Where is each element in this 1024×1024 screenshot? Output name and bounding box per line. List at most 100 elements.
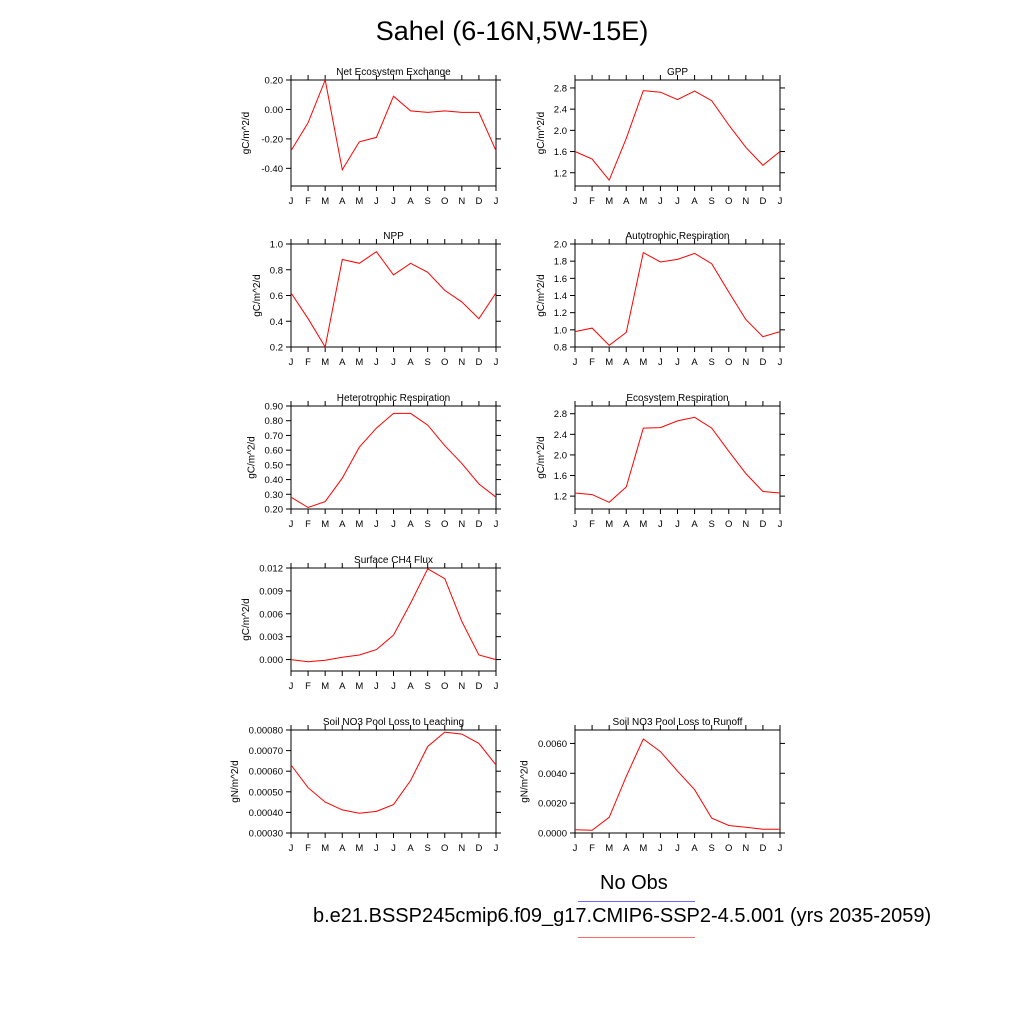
series-line [290, 251, 497, 349]
x-tick-label: A [339, 357, 346, 368]
y-tick-label: 0.00080 [249, 726, 283, 737]
x-tick-label: A [407, 843, 414, 854]
x-tick-label: N [742, 519, 749, 530]
x-tick-label: M [321, 519, 329, 530]
y-tick-label: 1.2 [554, 308, 567, 319]
x-tick-label: O [725, 196, 732, 207]
x-tick-label: O [725, 843, 732, 854]
x-tick-label: J [675, 519, 680, 530]
x-tick-label: J [658, 196, 663, 207]
x-tick-label: S [424, 843, 430, 854]
y-tick-label: 1.2 [554, 492, 567, 503]
x-tick-label: D [475, 519, 482, 530]
x-tick-label: S [708, 196, 714, 207]
x-tick-label: S [424, 196, 430, 207]
panel-title: Soil NO3 Pool Loss to Runoff [613, 717, 743, 728]
x-tick-label: F [589, 196, 595, 207]
x-tick-label: F [589, 357, 595, 368]
x-tick-label: D [475, 357, 482, 368]
x-tick-label: D [759, 196, 766, 207]
x-tick-label: M [605, 196, 613, 207]
y-tick-label: 0.4 [270, 317, 283, 328]
y-tick-label: 0.50 [265, 460, 284, 471]
y-axis-label: gC/m^2/d [536, 274, 547, 317]
y-tick-label: 0.00070 [249, 746, 283, 757]
x-tick-label: J [374, 196, 379, 207]
x-tick-label: D [475, 196, 482, 207]
y-tick-label: 0.0040 [538, 769, 567, 780]
y-tick-label: -0.20 [261, 134, 283, 145]
x-tick-label: J [391, 681, 396, 692]
x-tick-label: O [441, 357, 448, 368]
series-line [574, 416, 781, 503]
x-tick-label: D [475, 681, 482, 692]
x-tick-label: J [391, 843, 396, 854]
x-tick-label: J [675, 357, 680, 368]
series-line [290, 568, 497, 663]
x-tick-label: N [742, 357, 749, 368]
panel-title: GPP [667, 67, 688, 78]
x-tick-label: A [339, 519, 346, 530]
x-tick-label: N [742, 196, 749, 207]
x-tick-label: J [289, 519, 294, 530]
y-tick-label: 0.30 [265, 490, 284, 501]
y-tick-label: 0.6 [270, 291, 283, 302]
x-tick-label: M [639, 357, 647, 368]
x-tick-label: M [355, 519, 363, 530]
y-tick-label: 1.6 [554, 274, 567, 285]
x-tick-label: A [623, 519, 630, 530]
y-tick-label: 1.2 [554, 168, 567, 179]
x-tick-label: J [374, 681, 379, 692]
x-tick-label: J [573, 357, 578, 368]
x-tick-label: J [374, 519, 379, 530]
y-tick-label: 2.8 [554, 83, 567, 94]
x-tick-label: J [289, 357, 294, 368]
panel-title: Net Ecosystem Exchange [336, 67, 451, 78]
series-line [574, 738, 780, 831]
legend-obs-label: No Obs [600, 872, 668, 894]
y-axis-label: gN/m^2/d [230, 760, 241, 803]
x-tick-label: A [339, 843, 346, 854]
panel-title: Autotrophic Respiration [626, 231, 730, 242]
y-tick-label: 0.0000 [538, 829, 567, 840]
y-tick-label: 2.4 [554, 105, 567, 116]
x-tick-label: M [355, 843, 363, 854]
x-tick-label: M [639, 519, 647, 530]
x-tick-label: F [305, 357, 311, 368]
x-tick-label: A [623, 357, 630, 368]
x-tick-label: N [458, 843, 465, 854]
plot-frame [574, 729, 781, 834]
figure-title: Sahel (6-16N,5W-15E) [375, 16, 649, 46]
x-tick-label: J [675, 843, 680, 854]
x-tick-label: A [691, 519, 698, 530]
y-tick-label: 0.8 [554, 343, 567, 354]
x-tick-label: F [305, 681, 311, 692]
x-tick-label: S [708, 519, 714, 530]
x-tick-label: S [708, 357, 714, 368]
x-tick-label: O [441, 196, 448, 207]
y-tick-label: 0.00030 [249, 829, 283, 840]
y-axis-label: gC/m^2/d [536, 436, 547, 479]
x-tick-label: D [759, 357, 766, 368]
x-tick-label: A [691, 357, 698, 368]
x-tick-label: M [355, 357, 363, 368]
x-tick-label: J [573, 196, 578, 207]
x-tick-label: J [573, 843, 578, 854]
y-tick-label: 0.0020 [538, 799, 567, 810]
x-tick-label: J [494, 843, 499, 854]
x-tick-label: N [458, 519, 465, 530]
y-tick-label: 2.0 [554, 240, 567, 251]
x-tick-label: J [778, 357, 783, 368]
x-tick-label: J [289, 196, 294, 207]
y-tick-label: 0.00 [265, 105, 284, 116]
y-tick-label: 2.8 [554, 409, 567, 420]
y-tick-label: 0.70 [265, 431, 284, 442]
x-tick-label: F [589, 519, 595, 530]
panel-title: Soil NO3 Pool Loss to Leaching [323, 717, 464, 728]
x-tick-label: O [441, 843, 448, 854]
